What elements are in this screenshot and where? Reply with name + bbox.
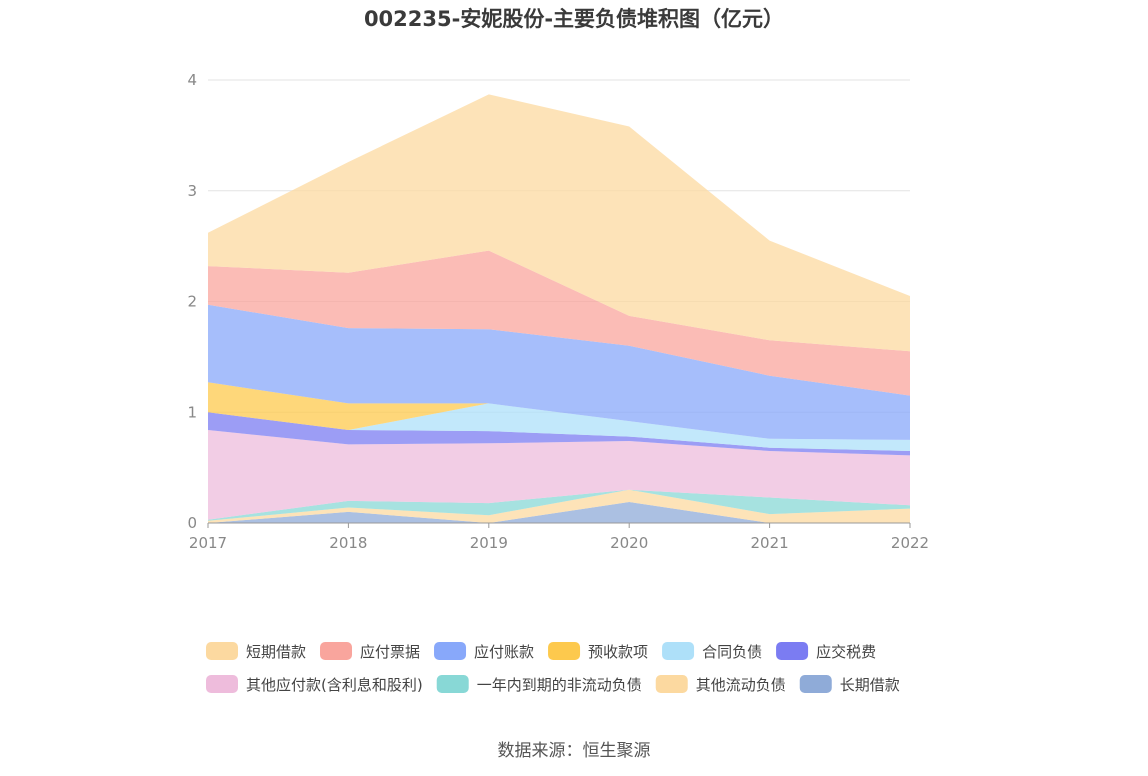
- x-tick-label: 2020: [610, 534, 648, 552]
- x-tick-label: 2022: [891, 534, 929, 552]
- area-应付账款[interactable]: [208, 304, 910, 440]
- area-预收款项[interactable]: [208, 382, 910, 440]
- legend-item-一年内到期的非流动负债[interactable]: 一年内到期的非流动负债: [436, 675, 642, 694]
- area-其他流动负债[interactable]: [208, 489, 910, 523]
- legend-swatch: [662, 642, 695, 660]
- legend-label: 长期借款: [840, 676, 900, 694]
- legend-item-长期借款[interactable]: 长期借款: [799, 675, 900, 694]
- area-一年内到期的非流动负债[interactable]: [208, 489, 910, 521]
- legend-swatch: [776, 642, 809, 660]
- legend-label: 短期借款: [246, 643, 306, 661]
- area-series: [208, 94, 910, 523]
- y-tick-label: 3: [187, 182, 197, 200]
- legend-label: 其他流动负债: [696, 676, 786, 694]
- legend-label: 预收款项: [588, 643, 648, 661]
- legend-item-合同负债[interactable]: 合同负债: [662, 642, 762, 661]
- legend-label: 一年内到期的非流动负债: [477, 676, 642, 694]
- legend-swatch: [799, 675, 832, 693]
- legend-swatch: [548, 642, 581, 660]
- legend-label: 合同负债: [702, 643, 762, 661]
- area-其他应付款(含利息和股利)[interactable]: [208, 430, 910, 520]
- x-tick-label: 2017: [189, 534, 227, 552]
- y-tick-label: 0: [187, 514, 197, 532]
- legend-swatch: [206, 642, 238, 660]
- area-应交税费[interactable]: [208, 412, 910, 456]
- legend-swatch: [206, 675, 238, 693]
- x-tick-label: 2019: [470, 534, 508, 552]
- legend-item-应交税费[interactable]: 应交税费: [776, 642, 876, 661]
- legend-item-其他流动负债[interactable]: 其他流动负债: [655, 675, 786, 694]
- legend-item-应付账款[interactable]: 应付账款: [434, 642, 534, 661]
- legend-item-短期借款[interactable]: 短期借款: [206, 642, 306, 661]
- legend-item-预收款项[interactable]: 预收款项: [548, 642, 648, 661]
- y-tick-label: 2: [187, 293, 197, 311]
- legend-item-其他应付款(含利息和股利)[interactable]: 其他应付款(含利息和股利): [206, 675, 423, 694]
- area-合同负债[interactable]: [208, 403, 910, 451]
- y-tick-label: 4: [187, 71, 197, 89]
- x-tick-label: 2021: [751, 534, 789, 552]
- legend-item-应付票据[interactable]: 应付票据: [320, 642, 420, 661]
- y-tick-label: 1: [187, 403, 197, 421]
- area-应付票据[interactable]: [208, 250, 910, 396]
- data-source: 数据来源：恒生聚源: [498, 741, 651, 761]
- area-短期借款[interactable]: [208, 94, 910, 352]
- x-tick-label: 2018: [329, 534, 367, 552]
- legend-swatch: [434, 642, 467, 660]
- axes: 0 1 2 3 4 2017 2018 2019 2020 2021 2022: [187, 71, 929, 552]
- legend-swatch: [436, 675, 469, 693]
- legend-label: 应付账款: [474, 643, 534, 661]
- legend-swatch: [320, 642, 353, 660]
- legend-swatch: [655, 675, 688, 693]
- chart-title: 002235-安妮股份-主要负债堆积图（亿元）: [364, 7, 784, 31]
- legend-label: 应付票据: [360, 643, 420, 661]
- legend-label: 应交税费: [816, 643, 876, 661]
- legend-label: 其他应付款(含利息和股利): [246, 676, 423, 694]
